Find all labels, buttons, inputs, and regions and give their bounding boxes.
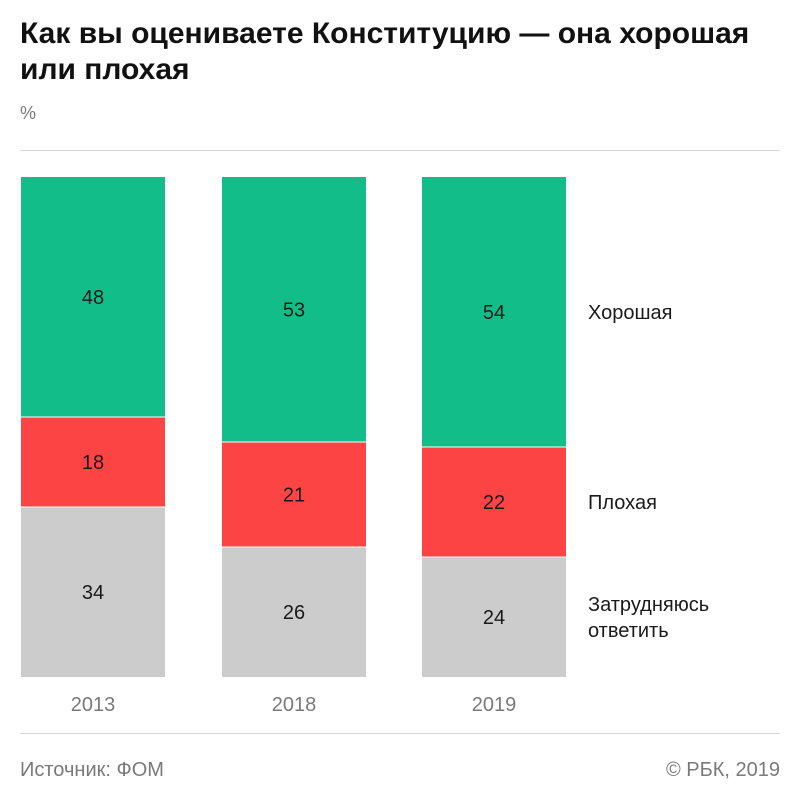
bar-segment-2018-0 <box>222 177 366 442</box>
data-label-2018-2: 26 <box>283 602 305 624</box>
bar-segment-2019-1 <box>422 447 566 557</box>
legend-label-плохая: Плохая <box>588 492 657 514</box>
bar-segment-2013-1 <box>21 417 165 507</box>
unit-label: % <box>20 103 37 123</box>
source-note: Источник: ФОМ <box>20 759 164 781</box>
bar-segment-2018-2 <box>222 547 366 677</box>
legend-label-хорошая: Хорошая <box>588 302 672 324</box>
data-label-2019-0: 54 <box>483 302 505 324</box>
bar-segment-2018-1 <box>222 442 366 547</box>
copyright-note: © РБК, 2019 <box>665 759 780 781</box>
bar-segment-2013-0 <box>21 177 165 417</box>
data-label-2018-0: 53 <box>283 300 305 322</box>
data-label-2018-1: 21 <box>283 485 305 507</box>
legend-label-затрудняюсь-ответить: Затрудняюсь ответить <box>588 594 709 642</box>
x-tick-label-2013: 2013 <box>71 694 116 716</box>
bar-segment-2019-2 <box>422 557 566 677</box>
data-label-2013-0: 48 <box>82 287 104 309</box>
bar-segment-2019-0 <box>422 177 566 447</box>
data-label-2013-2: 34 <box>82 582 104 604</box>
x-tick-label-2018: 2018 <box>272 694 317 716</box>
top-divider <box>20 150 780 151</box>
chart-title: Как вы оцениваете Конституцию — она хоро… <box>20 17 750 86</box>
bottom-divider <box>20 733 780 734</box>
data-label-2013-1: 18 <box>82 452 104 474</box>
x-tick-label-2019: 2019 <box>472 694 517 716</box>
bar-segment-2013-2 <box>21 507 165 677</box>
data-label-2019-2: 24 <box>483 607 505 629</box>
data-label-2019-1: 22 <box>483 492 505 514</box>
